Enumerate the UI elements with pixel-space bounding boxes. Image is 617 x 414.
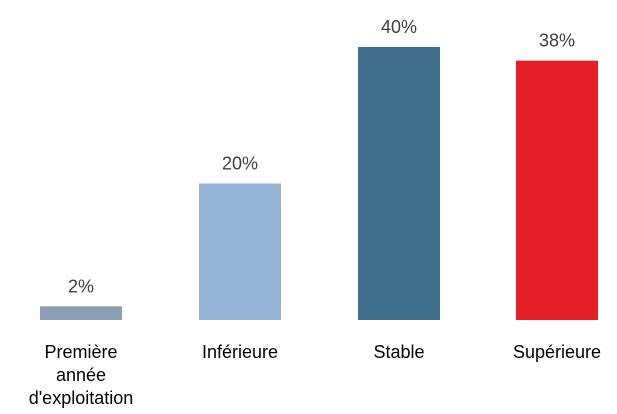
data-label-0: 2%	[68, 276, 94, 296]
data-label-2: 40%	[381, 17, 417, 37]
bar-3	[516, 60, 598, 321]
data-label-1: 20%	[222, 154, 258, 174]
bar-1	[199, 183, 281, 320]
bar-2	[358, 47, 440, 320]
data-label-3: 38%	[539, 31, 575, 51]
category-label-0-line-1: année	[56, 365, 106, 385]
category-label-3: Supérieure	[513, 342, 601, 362]
category-label-0-line-0: Première	[44, 342, 117, 362]
category-label-2: Stable	[373, 342, 424, 362]
category-label-0-line-2: d'exploitation	[29, 388, 134, 408]
category-label-1: Inférieure	[202, 342, 278, 362]
bar-0	[40, 306, 122, 320]
